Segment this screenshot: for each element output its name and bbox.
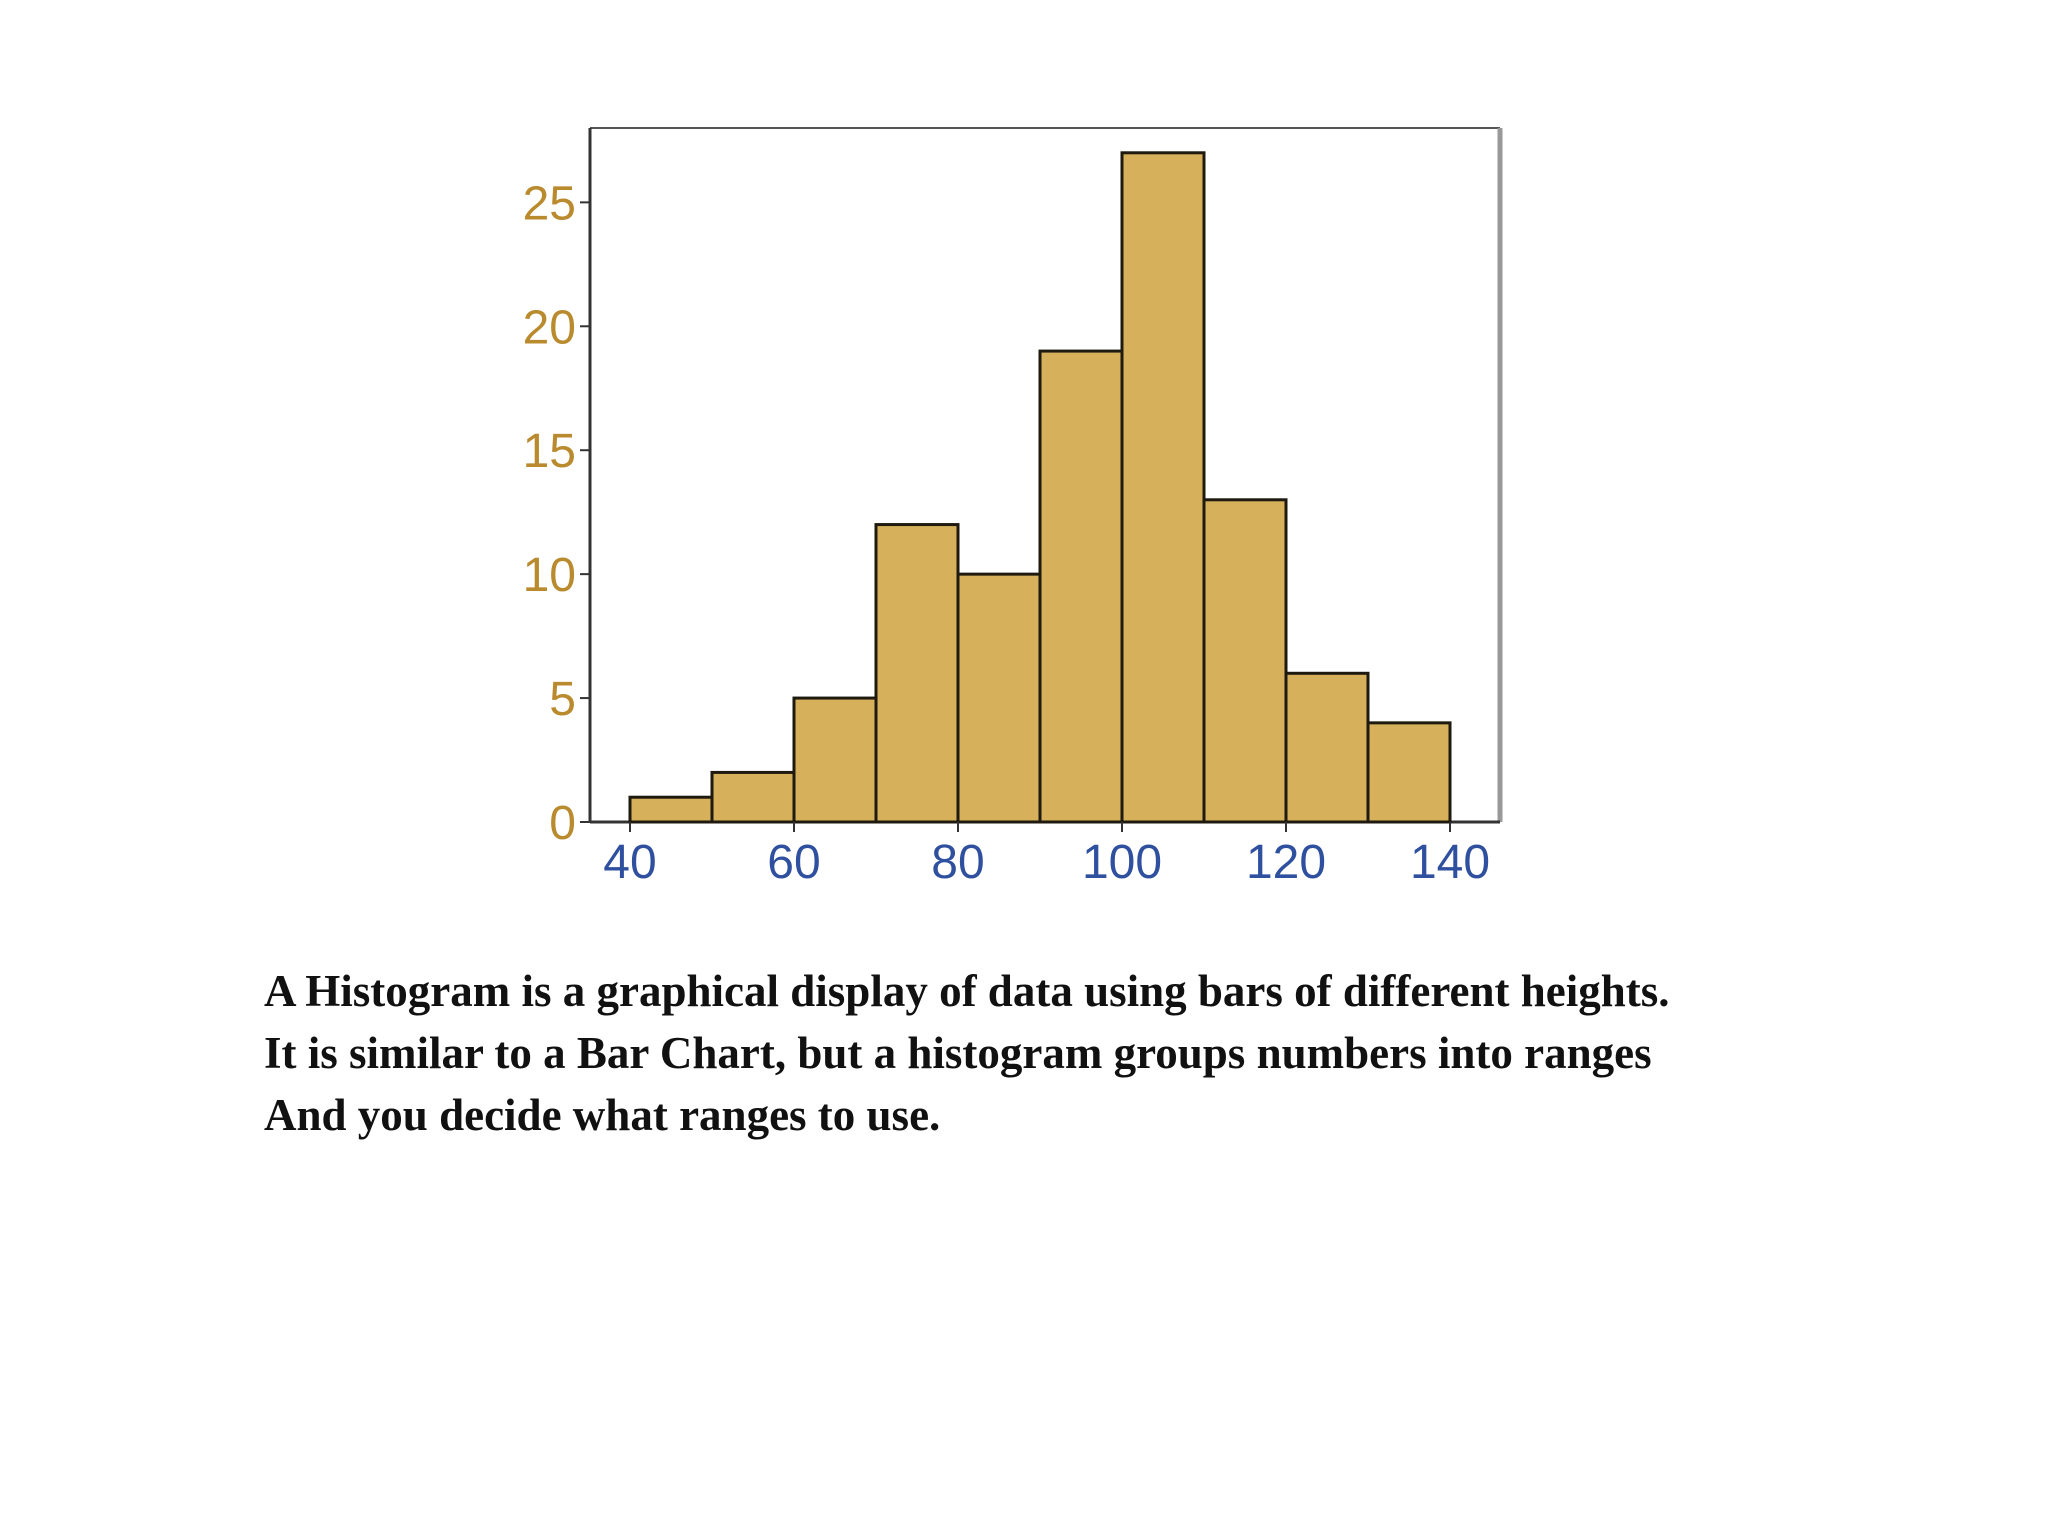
- x-tick-label-80: 80: [931, 836, 984, 889]
- x-tick-label-140: 140: [1410, 836, 1490, 889]
- caption-line-2: It is similar to a Bar Chart, but a hist…: [264, 1028, 1652, 1078]
- caption: A Histogram is a graphical display of da…: [264, 960, 1670, 1146]
- y-tick-label-5: 5: [549, 673, 576, 726]
- caption-line-1: A Histogram is a graphical display of da…: [264, 966, 1670, 1016]
- y-tick-label-0: 0: [549, 797, 576, 850]
- x-axis-ticks: 40 60 80 100 120 140: [603, 822, 1490, 889]
- histogram-bar-60-70: [792, 696, 878, 824]
- x-tick-label-100: 100: [1082, 836, 1162, 889]
- y-tick-label-20: 20: [523, 301, 576, 354]
- y-tick-label-25: 25: [523, 177, 576, 230]
- histogram-bar-130-140: [1366, 721, 1452, 824]
- histogram-bar-50-60: [710, 770, 796, 824]
- histogram-bar-70-80: [874, 523, 960, 824]
- y-axis-ticks: 0 5 10 15 20 25: [523, 177, 590, 850]
- caption-line-3: And you decide what ranges to use.: [264, 1090, 941, 1140]
- x-tick-label-120: 120: [1246, 836, 1326, 889]
- histogram-bar-110-120: [1202, 498, 1288, 824]
- histogram-bar-120-130: [1284, 671, 1370, 824]
- histogram-bar-90-100: [1038, 349, 1124, 824]
- histogram-bar-100-110: [1120, 151, 1206, 824]
- histogram-bar-80-90: [956, 572, 1042, 824]
- x-tick-label-60: 60: [767, 836, 820, 889]
- y-tick-label-10: 10: [523, 549, 576, 602]
- y-tick-label-15: 15: [523, 425, 576, 478]
- histogram-bar-40-50: [628, 795, 714, 824]
- x-tick-label-40: 40: [603, 836, 656, 889]
- histogram-bars: [628, 151, 1452, 824]
- histogram-chart: 0 5 10 15 20 25 40 60 80 100 120 140: [523, 127, 1503, 889]
